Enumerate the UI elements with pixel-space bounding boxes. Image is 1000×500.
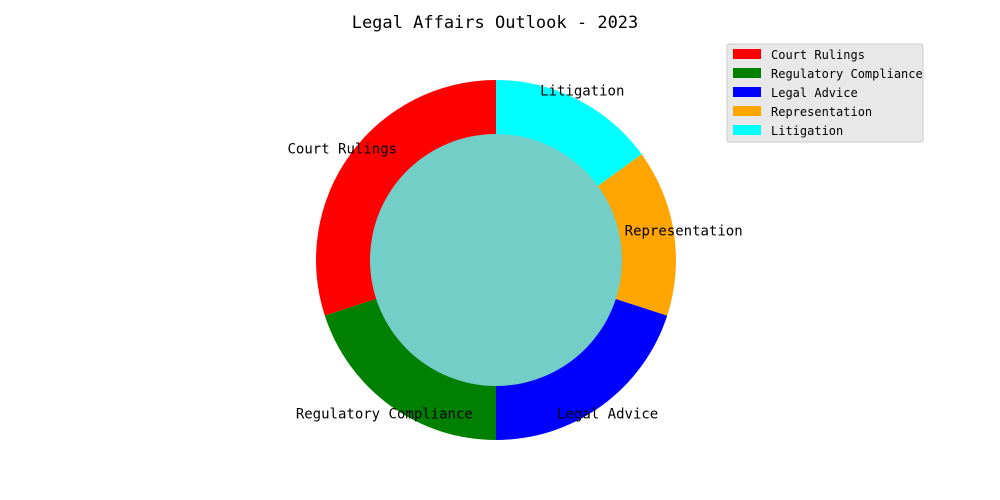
legend-swatch-litigation: [733, 125, 761, 135]
chart-title: Legal Affairs Outlook - 2023: [352, 13, 639, 33]
legend-swatch-regulatory-compliance: [733, 68, 761, 78]
legend-label-court-rulings: Court Rulings: [771, 48, 865, 62]
legend-swatch-court-rulings: [733, 49, 761, 59]
donut-center: [370, 134, 622, 386]
slice-label-litigation: Litigation: [540, 84, 624, 100]
legend-label-legal-advice: Legal Advice: [771, 86, 858, 100]
slice-label-regulatory-compliance: Regulatory Compliance: [296, 407, 473, 423]
legend-label-regulatory-compliance: Regulatory Compliance: [771, 67, 923, 81]
legend-swatch-legal-advice: [733, 87, 761, 97]
slice-label-court-rulings: Court Rulings: [287, 141, 397, 157]
slice-labels: Court Rulings Regulatory Compliance Legal …: [287, 84, 742, 423]
legend-swatch-representation: [733, 106, 761, 116]
legend-label-litigation: Litigation: [771, 124, 843, 138]
legend-label-representation: Representation: [771, 105, 872, 119]
legend: Court Rulings Regulatory Compliance Legal …: [726, 43, 924, 143]
slice-label-legal-advice: Legal Advice: [557, 407, 658, 423]
legend-box: [726, 43, 924, 143]
slice-label-representation: Representation: [625, 223, 743, 239]
